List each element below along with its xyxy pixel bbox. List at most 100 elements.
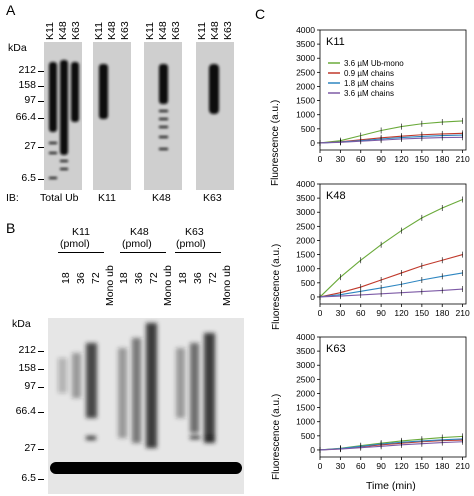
chart-title: K48 — [326, 190, 346, 202]
smear — [49, 62, 57, 132]
y-tick-label: 1500 — [296, 250, 315, 260]
series-line — [319, 199, 463, 298]
series-line — [319, 438, 463, 451]
panel-b-lane-label: 72 — [207, 272, 219, 284]
panel-a-lane-label: K63 — [222, 21, 234, 40]
panel-b-lane-label: Mono ub — [162, 265, 174, 306]
smear — [204, 333, 215, 443]
panel-b-lane-label: 72 — [148, 272, 160, 284]
panel-b-lane-label: 36 — [133, 272, 145, 284]
panel-b-marker: 6.5 — [21, 472, 36, 484]
band — [86, 436, 96, 440]
band — [60, 160, 68, 162]
smear — [71, 62, 79, 122]
y-tick-label: 1000 — [296, 110, 315, 120]
panel-b-marker: 66.4 — [15, 405, 36, 417]
x-tick-label: 90 — [376, 461, 386, 471]
x-tick-label: 60 — [356, 461, 366, 471]
panel-b-group-unit: (pmol) — [122, 238, 152, 250]
marker-tick — [38, 412, 44, 413]
panel-a-lane-label: K63 — [170, 21, 182, 40]
group-underline — [175, 252, 221, 253]
x-tick-label: 150 — [415, 308, 429, 318]
series-line — [319, 254, 463, 298]
marker-tick — [38, 449, 44, 450]
panel-b-marker: 158 — [18, 362, 36, 374]
x-axis-label: Time (min) — [366, 480, 416, 492]
marker-tick — [38, 179, 44, 180]
panel-b-lane-label: 36 — [75, 272, 87, 284]
smear — [99, 64, 108, 119]
series-line — [319, 288, 463, 298]
panel-b-lane-label: Mono ub — [221, 265, 233, 306]
smear — [72, 353, 81, 398]
band — [159, 148, 168, 150]
panel-b-marker: 97 — [24, 380, 36, 392]
y-tick-label: 3000 — [296, 53, 315, 63]
band — [49, 142, 57, 144]
x-tick-label: 90 — [376, 154, 386, 164]
panel-a-lane-label: K11 — [196, 22, 208, 40]
panel-a-lane-label: K48 — [157, 21, 169, 40]
y-tick-label: 3500 — [296, 39, 315, 49]
panel-b-kda-label: kDa — [12, 318, 31, 330]
mono-ub-band — [50, 462, 242, 474]
x-tick-label: 0 — [318, 154, 323, 164]
x-tick-label: 180 — [435, 154, 449, 164]
panel-a-lane-label: K48 — [106, 21, 118, 40]
smear — [60, 60, 68, 155]
x-tick-label: 150 — [415, 154, 429, 164]
y-tick-label: 2000 — [296, 388, 315, 398]
y-tick-label: 1000 — [296, 417, 315, 427]
smear — [58, 358, 67, 393]
panel-b-lane-label: 72 — [90, 272, 102, 284]
blot-k11 — [93, 42, 131, 190]
smear — [86, 343, 97, 418]
panel-a-lane-label: K63 — [70, 21, 82, 40]
x-tick-label: 180 — [435, 308, 449, 318]
smear — [190, 343, 199, 433]
panel-b-gel — [48, 318, 244, 494]
panel-b-group-name: K63 — [185, 226, 204, 238]
y-tick-label: 0 — [310, 138, 315, 148]
x-tick-label: 0 — [318, 308, 323, 318]
x-tick-label: 30 — [336, 308, 346, 318]
panel-c-letter: C — [255, 6, 266, 22]
y-tick-label: 3500 — [296, 346, 315, 356]
plot-frame — [319, 29, 467, 151]
panel-b-letter: B — [6, 220, 16, 236]
panel-a-lane-label: K48 — [209, 21, 221, 40]
plot-frame — [319, 183, 467, 305]
smear — [209, 64, 219, 114]
y-tick-label: 2500 — [296, 221, 315, 231]
group-underline — [58, 252, 104, 253]
y-tick-label: 2500 — [296, 67, 315, 77]
y-tick-label: 3500 — [296, 193, 315, 203]
plot-frame — [319, 336, 467, 458]
y-axis-label: Fluorescence (a.u.) — [271, 243, 282, 330]
y-tick-label: 500 — [301, 431, 315, 441]
panel-a-blots — [44, 42, 234, 190]
chart-title: K11 — [326, 36, 345, 48]
panel-b-marker: 27 — [24, 442, 36, 454]
x-tick-label: 30 — [336, 461, 346, 471]
chart-title: K63 — [326, 343, 346, 355]
series-line — [319, 120, 463, 144]
panel-a-marker: 6.5 — [21, 172, 36, 184]
x-tick-label: 60 — [356, 308, 366, 318]
band — [190, 436, 200, 439]
x-tick-label: 120 — [394, 154, 408, 164]
y-tick-label: 1000 — [296, 264, 315, 274]
panel-b-lane-label: Mono ub — [104, 265, 116, 306]
panel-a-marker: 97 — [24, 94, 36, 106]
y-tick-label: 500 — [301, 278, 315, 288]
marker-tick — [38, 71, 44, 72]
panel-b-lane-label: 36 — [192, 272, 204, 284]
series-line — [319, 441, 463, 451]
y-tick-label: 500 — [301, 124, 315, 134]
band — [159, 118, 168, 120]
x-tick-label: 210 — [456, 461, 470, 471]
y-tick-label: 0 — [310, 292, 315, 302]
panel-b-group-name: K48 — [130, 226, 149, 238]
